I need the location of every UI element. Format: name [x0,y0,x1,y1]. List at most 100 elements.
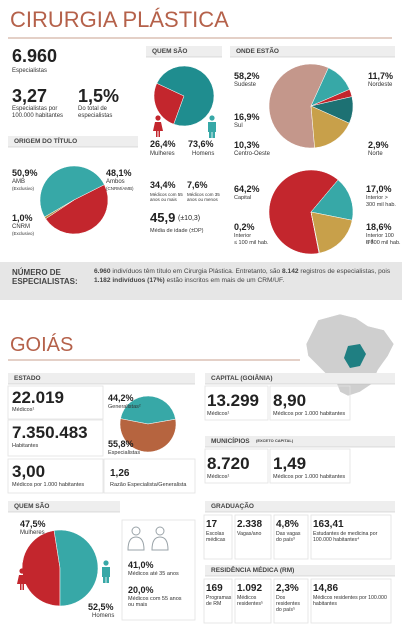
box-header [8,373,195,384]
doctor-icon [127,536,145,551]
person-icon [208,122,216,138]
stat-box [273,578,309,624]
legend-name: Sudeste [234,82,257,88]
legend-name: Nordeste [368,82,393,88]
note-part: estão inscritos em mais de um CRM/UF. [164,276,285,284]
pie-slice [156,65,215,127]
stat-value: 22.019 [12,388,64,407]
box-title: CAPITAL (GOIÂNIA) [211,375,273,382]
note-part: 8.142 [282,268,299,275]
box-title: ORIGEM DO TÍTULO [14,138,78,145]
stat-box [7,385,104,420]
stat-value: 1,26 [110,468,130,479]
stat-value: 45,9 [150,210,176,225]
box-header [8,136,138,147]
pie-label: 55,8% [108,439,134,449]
person-icon [102,567,110,583]
pie-slice [310,211,320,254]
box-header [205,565,395,576]
stat-value: 3,00 [12,462,46,481]
stat-label: Do total de especialistas [78,106,113,119]
pie-label: 18,6% [366,222,392,232]
stat-box [121,519,196,621]
stat-box [204,448,269,484]
stat-value: 41,0% [128,560,154,570]
stat-value: 1,49 [273,454,307,473]
stat-box [234,514,272,560]
stat-box [203,578,233,624]
stat-value: 17 [206,519,218,530]
stat-value: 7.350.483 [12,423,88,442]
stat-box [234,578,272,624]
note-part: registros de especialistas, pois [298,268,391,275]
note-title: NÚMERO DE ESPECIALISTAS: [12,268,78,287]
stat-box [203,514,233,560]
stat-label: Especialistas por 100.000 habitantes [12,106,64,119]
stat-label: Médicos residentes por 100.000 habitante… [313,595,387,607]
pie-slice [310,211,353,254]
legend-name: Especialistas [108,450,141,456]
stat-label: Médicos¹ [207,474,230,480]
stat-box [273,514,309,560]
person-icon [209,115,215,121]
stat-label: Média de idade (±DP) [150,228,204,234]
note-text: 6.960 indivíduos têm título em Cirurgia … [94,268,392,286]
pie-label: 48,1% [106,168,132,178]
stat-label: Médicos residentes⁵ [237,595,264,607]
pie-label: 17,0% [366,184,392,194]
stat-value: 34,4% [150,180,176,190]
stat-value: 20,0% [128,585,154,595]
box-title: ESTADO [14,375,41,382]
note-part: 1.182 indivíduos (17%) [94,276,165,284]
pie-label: 10,3% [234,140,260,150]
box-title: QUEM SÃO [152,48,188,55]
pie-label: 2,9% [368,140,389,150]
legend-name: Sul [234,123,243,129]
stat-value: 7,6% [187,180,208,190]
stat-value: 13.299 [207,391,259,410]
legend-name: AMB [12,179,26,185]
stat-value: 1.092 [237,583,263,594]
legend-note: (CNRM/AMB) [106,186,134,191]
legend-name: Homens [92,613,115,619]
person-icon [103,560,109,566]
stat-label: Dos residentes do país⁵ [276,595,300,613]
stat-label: Razão Especialista/Generalista [110,482,187,488]
stat-value: (±10,3) [178,215,201,222]
pie-slice [310,179,354,221]
pie-label: 58,2% [234,71,260,81]
pie-label: 0,2% [234,222,255,232]
pie-slice [268,63,329,149]
doctor-icon [131,526,141,536]
stat-label: Médicos com 35 anos ou menos [187,192,220,203]
pie-label: 44,2% [108,393,134,403]
box-header [205,373,395,384]
legend-name: Ambos [106,179,125,185]
legend-name: Interior > [366,195,388,201]
legend-name: Centro-Oeste [234,151,271,157]
box-title: MUNICÍPIOS [211,438,250,445]
box-header [230,46,395,57]
legend-name: a 300 mil hab. [366,240,401,246]
legend-note: (Exclusivo) [12,231,35,236]
stat-box [310,514,392,560]
doctor-icon [151,536,169,551]
pie-slice [268,169,339,255]
stat-value: 3,27 [12,86,48,106]
person-icon [153,122,163,137]
legend-note: (Exclusivo) [12,186,35,191]
legend-name: CNRM [12,224,30,230]
page-title: CIRURGIA PLÁSTICA [10,7,229,32]
person-icon [19,568,25,574]
stat-value: 2,3% [276,583,299,594]
pie-slice [45,184,109,235]
pie-slice [44,199,75,220]
stat-label: Vagas/ano [237,531,262,537]
pie-slice [119,418,177,453]
pie-slice [53,529,99,607]
pie-slice [310,105,350,149]
stat-value: 8.720 [207,454,250,473]
stat-label: Médicos por 1.000 habitantes [12,482,85,488]
stat-label: Especialistas [12,68,48,74]
